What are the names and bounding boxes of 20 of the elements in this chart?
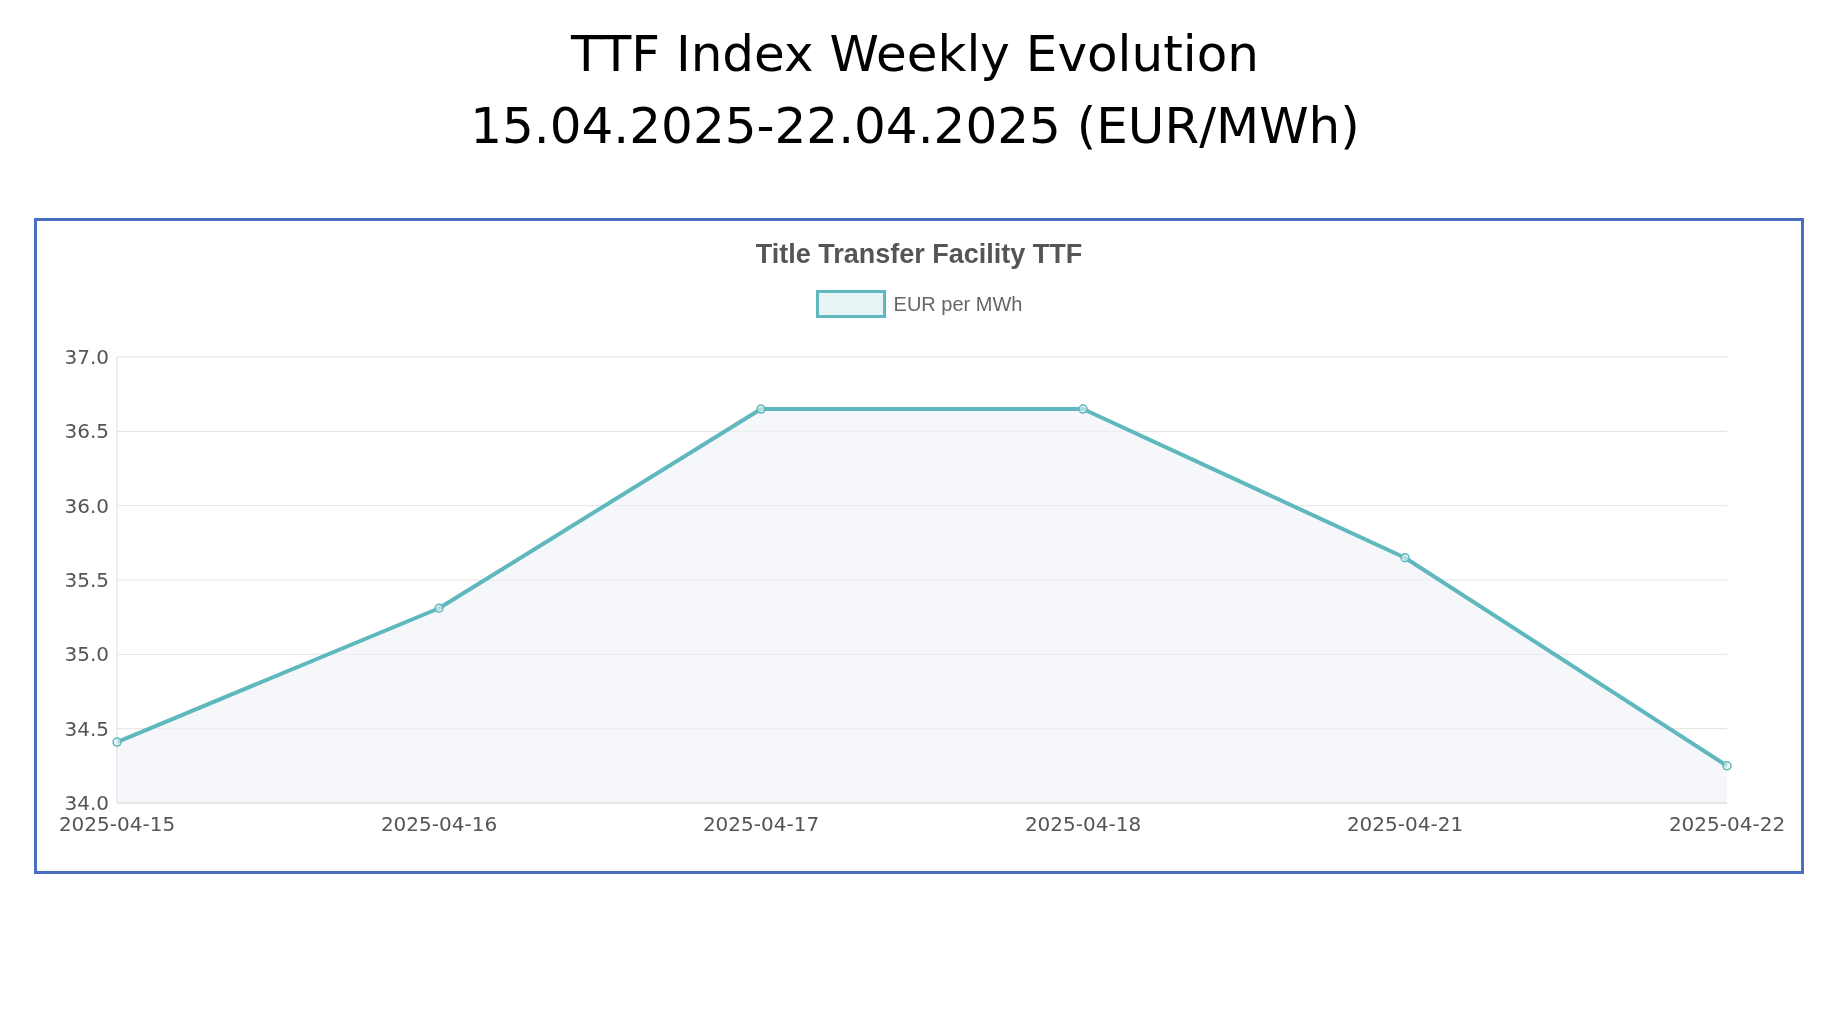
x-tick-label: 2025-04-17 bbox=[702, 812, 820, 837]
y-tick-label: 35.5 bbox=[64, 568, 109, 593]
y-tick-label: 36.0 bbox=[64, 493, 109, 518]
legend-label: EUR per MWh bbox=[892, 291, 1024, 317]
y-tick-label: 35.0 bbox=[64, 642, 109, 667]
chart-subtitle: Title Transfer Facility TTF bbox=[754, 239, 1084, 270]
y-tick-label: 37.0 bbox=[64, 345, 109, 370]
x-tick-label: 2025-04-18 bbox=[1024, 812, 1142, 837]
point bbox=[756, 404, 766, 414]
point bbox=[1722, 761, 1732, 771]
x-tick-label: 2025-04-21 bbox=[1346, 812, 1464, 837]
point bbox=[112, 737, 122, 747]
chart-title: TTF Index Weekly Evolution 15.04.2025-22.04.2025 (EUR/MWh) bbox=[469, 24, 1361, 157]
x-tick-label: 2025-04-16 bbox=[380, 812, 498, 837]
y-tick-label: 36.5 bbox=[64, 419, 109, 444]
y-tick-label: 34.5 bbox=[64, 716, 109, 741]
x-tick-label: 2025-04-22 bbox=[1668, 812, 1786, 837]
point bbox=[1078, 404, 1088, 414]
point bbox=[1400, 552, 1410, 563]
point bbox=[434, 603, 444, 613]
